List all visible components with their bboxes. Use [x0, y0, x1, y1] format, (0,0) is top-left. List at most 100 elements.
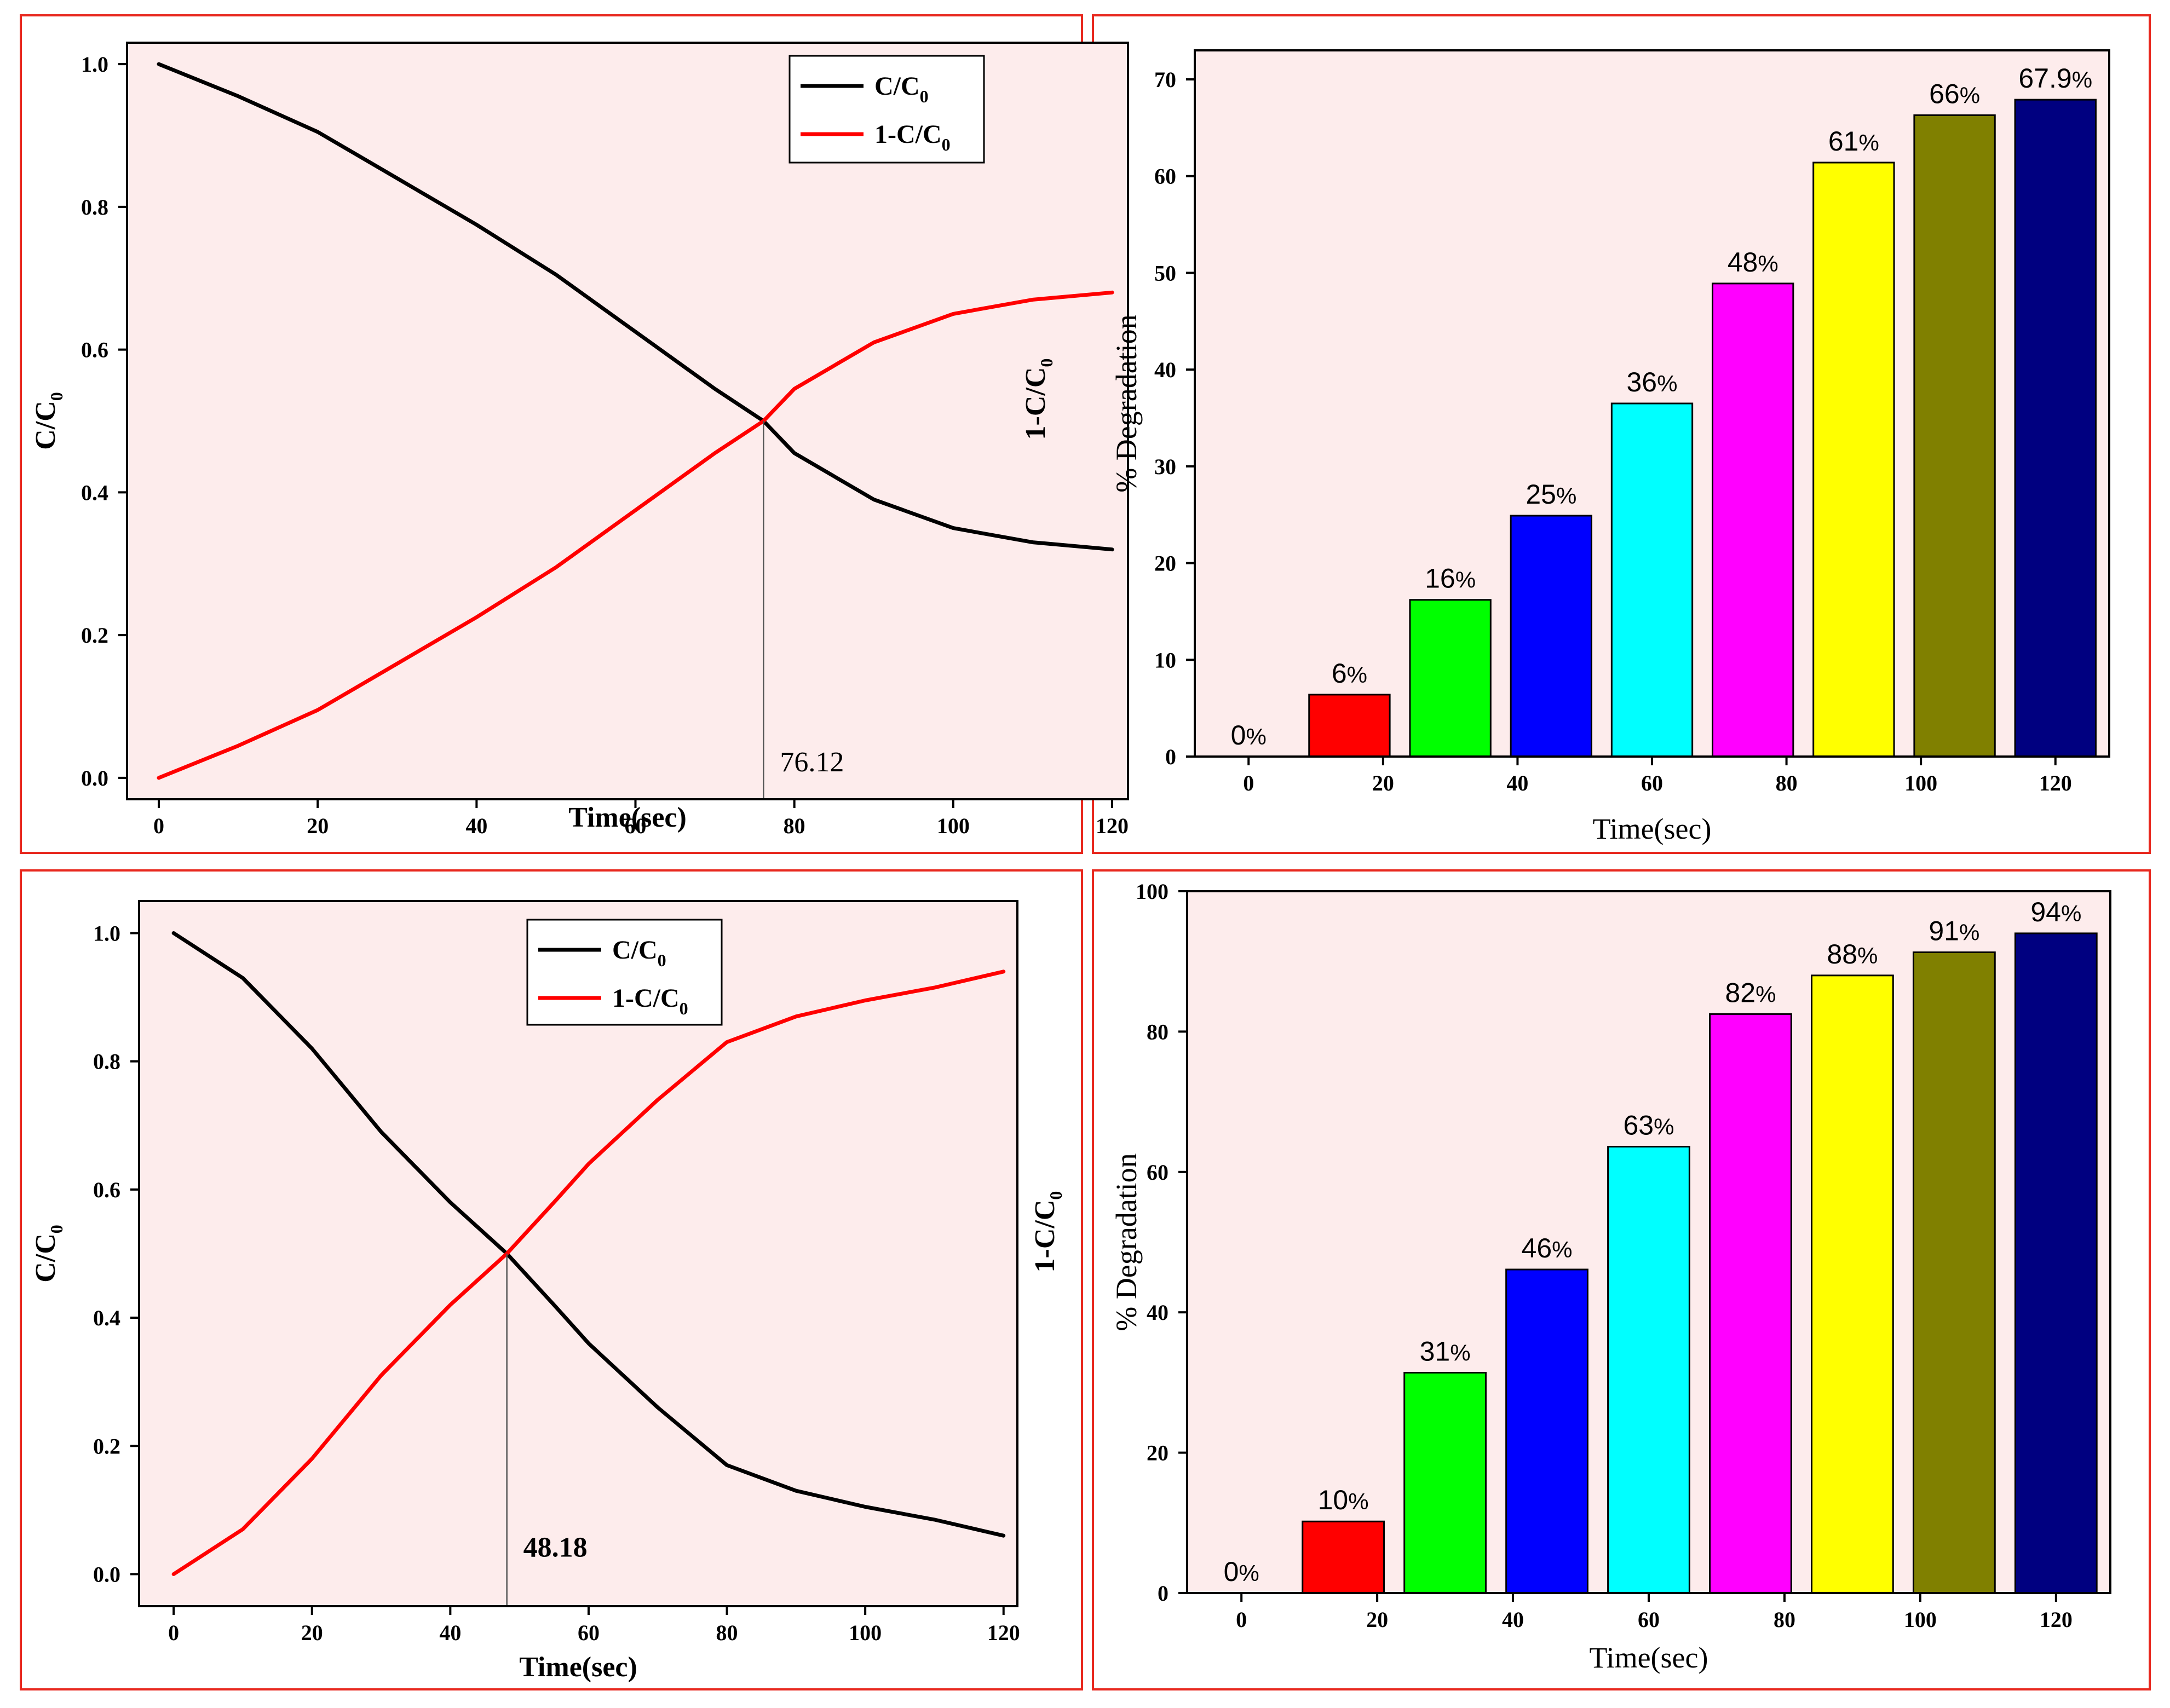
- axis-frame: [138, 900, 1018, 1607]
- x-tick-label: 0: [153, 813, 164, 838]
- x-tick-label: 20: [307, 813, 329, 838]
- y-tick-label: 0.4: [81, 480, 108, 505]
- bar-value: 94: [2030, 897, 2061, 927]
- x-tick-label: 80: [1776, 771, 1798, 795]
- bar-value: 16: [1425, 563, 1455, 594]
- legend-entry-subscript: 0: [680, 999, 688, 1018]
- percent-sign: %: [1758, 251, 1778, 276]
- percent-sign: %: [2072, 67, 2092, 93]
- bar-data-label: 61%: [1828, 126, 1879, 157]
- percent-sign: %: [1348, 1488, 1368, 1514]
- bar: [1403, 1371, 1487, 1594]
- y-tick-label: 60: [1147, 1160, 1169, 1185]
- secondary-axis-title: 1-C/C0: [1020, 359, 1056, 440]
- chart-panel-bottom-left: 0 20 40 60 80 100 120 0.0 0.2 0.4 0.6 0.8 1.0 48.18 C/…: [30, 900, 1066, 1683]
- legend-entry-subscript: 0: [658, 950, 666, 970]
- bar-data-label: 66%: [1929, 78, 1980, 109]
- x-tick-label: 80: [716, 1620, 738, 1645]
- y-tick-label: 100: [1136, 879, 1169, 904]
- plot-area: [127, 43, 1128, 799]
- percent-sign: %: [1654, 1114, 1674, 1140]
- y-tick-label: 1.0: [93, 921, 120, 946]
- x-tick-label: 120: [1096, 813, 1129, 838]
- y-tick-label: 0.0: [93, 1562, 120, 1586]
- percent-sign: %: [1755, 981, 1776, 1007]
- bar: [1505, 1268, 1588, 1594]
- series-line-one-minus-c-c0: [171, 970, 1006, 1576]
- y-tick-label: 60: [1154, 164, 1176, 189]
- bar-data-label: 25%: [1526, 479, 1576, 510]
- y-axis-title: C/C0: [30, 392, 66, 450]
- series-line-c-c0: [171, 931, 1006, 1538]
- bar-data-label: 0%: [1224, 1556, 1259, 1587]
- y-tick-label: 0.8: [81, 195, 108, 220]
- x-axis-title: Time(sec): [568, 802, 687, 833]
- x-tick-label: 40: [1506, 771, 1528, 795]
- x-tick-label: 100: [1904, 771, 1937, 795]
- percent-sign: %: [1239, 1560, 1259, 1586]
- x-tick-label: 120: [987, 1620, 1020, 1645]
- percent-sign: %: [1246, 724, 1266, 749]
- bar-value: 63: [1624, 1110, 1654, 1141]
- x-tick-label: 120: [2040, 1607, 2073, 1632]
- bar-value: 36: [1627, 367, 1657, 397]
- bar: [1712, 282, 1794, 758]
- legend-entry: 1-C/C0: [874, 120, 951, 154]
- series-line-c-c0: [157, 62, 1114, 552]
- legend-box: [526, 919, 723, 1026]
- percent-sign: %: [1657, 371, 1677, 396]
- bar: [1302, 1520, 1385, 1594]
- y-tick-label: 80: [1147, 1019, 1169, 1044]
- x-axis-title: Time(sec): [1593, 812, 1712, 845]
- bar-value: 66: [1929, 78, 1960, 109]
- bar: [2014, 932, 2098, 1594]
- y-axis-title: % Degradation: [1110, 1153, 1143, 1331]
- y-axis-title: % Degradation: [1110, 314, 1143, 492]
- bar-value: 25: [1526, 479, 1556, 510]
- bar-value: 0: [1224, 1556, 1239, 1587]
- percent-sign: %: [1556, 483, 1576, 509]
- legend-entry-subscript: 0: [920, 86, 929, 106]
- y-axis-title-main: C/C: [30, 401, 61, 450]
- x-tick-label: 80: [784, 813, 805, 838]
- legend-entry: C/C0: [612, 936, 666, 970]
- x-tick-label: 60: [625, 813, 647, 838]
- legend-entry-label: C/C: [874, 72, 920, 101]
- bar-data-label: 0%: [1231, 720, 1267, 751]
- bar-data-label: 31%: [1420, 1336, 1471, 1366]
- bar-data-label: 82%: [1725, 977, 1776, 1008]
- x-tick-label: 60: [1638, 1607, 1660, 1632]
- bar-data-label: 46%: [1522, 1233, 1573, 1263]
- bar-data-label: 48%: [1728, 247, 1778, 278]
- bar-value: 6: [1332, 658, 1347, 689]
- secondary-axis-title-sub: 0: [1046, 1191, 1066, 1200]
- legend-entry: C/C0: [874, 72, 929, 106]
- x-tick-label: 100: [849, 1620, 882, 1645]
- bar-data-label: 88%: [1827, 939, 1878, 970]
- percent-sign: %: [1857, 943, 1878, 968]
- y-tick-label: 1.0: [81, 52, 108, 77]
- x-tick-label: 40: [439, 1620, 461, 1645]
- bar-value: 67.9: [2018, 63, 2071, 94]
- bar-data-label: 16%: [1425, 563, 1476, 594]
- x-tick-label: 20: [1372, 771, 1394, 795]
- x-tick-label: 100: [1904, 1607, 1937, 1632]
- secondary-axis-title-main: 1-C/C: [1020, 367, 1051, 440]
- y-tick-label: 0.8: [93, 1049, 120, 1074]
- legend-entry: 1-C/C0: [612, 984, 688, 1018]
- x-axis-title: Time(sec): [519, 1652, 637, 1683]
- x-tick-label: 20: [1366, 1607, 1388, 1632]
- bar-data-label: 67.9%: [2018, 63, 2092, 94]
- legend-entry-label: 1-C/C: [612, 984, 680, 1013]
- legend-entry-label: 1-C/C: [874, 120, 942, 149]
- bar: [1913, 114, 1996, 758]
- x-tick-label: 40: [465, 813, 487, 838]
- y-tick-label: 0.6: [93, 1178, 120, 1202]
- x-tick-label: 100: [937, 813, 970, 838]
- bar-value: 61: [1828, 126, 1859, 157]
- y-tick-label: 40: [1147, 1300, 1169, 1325]
- percent-sign: %: [2061, 901, 2081, 926]
- y-tick-label: 50: [1154, 261, 1176, 285]
- x-tick-label: 0: [1243, 771, 1254, 795]
- x-tick-label: 120: [2039, 771, 2072, 795]
